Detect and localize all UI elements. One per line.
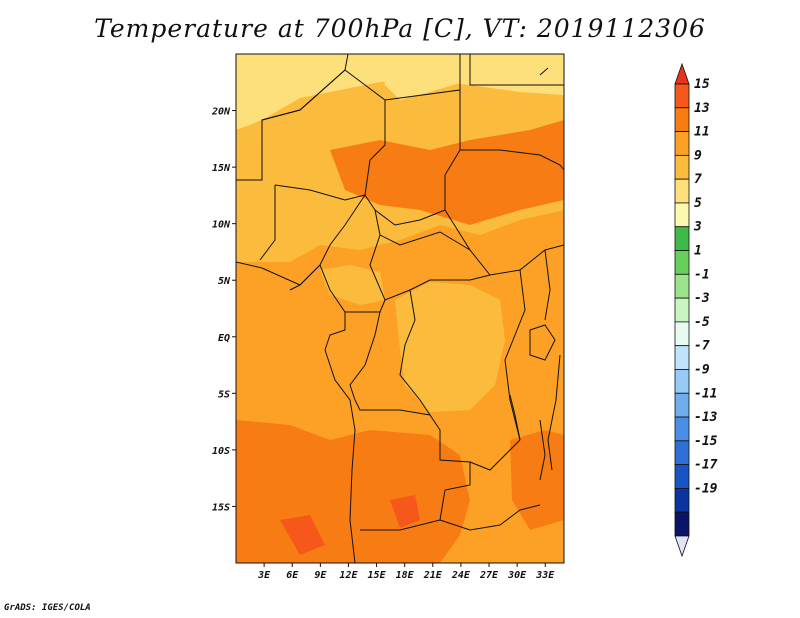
lon-tick-label: 18E — [396, 570, 415, 581]
border-drc-west — [399, 289, 431, 416]
lon-tick-label: 6E — [286, 570, 299, 581]
lon-tick-label: 24E — [451, 570, 471, 581]
border-kenya-uganda — [544, 249, 551, 321]
border-drc-east — [504, 269, 526, 441]
latitude-axis: 20N 15N 10N 5N EQ 5S 10S 15S — [211, 107, 236, 513]
border-egypt — [469, 54, 564, 86]
lake-malawi — [539, 419, 546, 481]
colorbar-label: 13 — [694, 101, 710, 116]
colorbar-swatch — [674, 511, 690, 537]
colorbar-bottom-arrow — [674, 535, 690, 558]
colorbar-swatch — [674, 131, 690, 156]
colorbar-label: -17 — [694, 458, 718, 473]
colorbar-swatch — [674, 297, 690, 323]
field-11-13-west — [400, 158, 435, 192]
longitude-axis: 3E 6E 9E 12E 15E 18E 21E 24E 27E 30E 33E — [257, 563, 555, 581]
colorbar-swatch — [674, 83, 690, 109]
colorbar-label: -1 — [694, 267, 710, 282]
field-7-9-congo — [395, 282, 505, 412]
border-car-north — [374, 209, 471, 251]
border-niger — [261, 69, 386, 201]
colorbar-swatch — [674, 488, 690, 513]
colorbar-label: 7 — [694, 172, 702, 187]
colorbar-label: -3 — [694, 291, 710, 306]
colorbar-swatch — [674, 202, 690, 228]
lon-tick-label: 27E — [479, 570, 499, 581]
border-zimbabwe — [439, 504, 541, 531]
lon-tick-label: 30E — [507, 570, 527, 581]
field-5-7-ne — [380, 54, 475, 100]
lat-tick-label: 15N — [212, 163, 231, 174]
lon-tick-label: 12E — [339, 570, 358, 581]
colorbar-label: 9 — [694, 148, 702, 163]
colorbar-label: 11 — [694, 125, 710, 140]
colorbar-swatch — [674, 345, 690, 370]
coast-gulf-of-guinea — [236, 261, 321, 286]
colorbar-swatch — [674, 107, 690, 132]
colorbar-label: -13 — [694, 410, 718, 425]
colorbar-label: 5 — [694, 196, 702, 211]
border-benin — [259, 185, 276, 261]
lon-tick-label: 9E — [314, 570, 327, 581]
colorbar-label: 15 — [694, 77, 710, 92]
border-gabon — [324, 312, 346, 351]
coast-red-sea — [539, 67, 549, 76]
lon-tick-label: 15E — [368, 570, 387, 581]
grads-credit: GrADS: IGES/COLA — [4, 603, 91, 613]
lat-tick-label: 5S — [218, 389, 230, 400]
colorbar-label: -11 — [694, 386, 717, 401]
colorbar-label: -5 — [694, 315, 710, 330]
border-south-sudan — [444, 209, 564, 276]
colorbar-swatch — [674, 178, 690, 204]
lat-tick-label: 10N — [212, 220, 231, 231]
lon-tick-label: 21E — [423, 570, 443, 581]
colorbar-label: 1 — [694, 244, 702, 259]
colorbar-label: 3 — [693, 220, 702, 235]
field-13-15-coast — [280, 515, 325, 555]
colorbar-swatch — [674, 273, 690, 299]
coast-east — [547, 354, 561, 471]
colorbar-swatch — [674, 321, 690, 347]
colorbar-label: -9 — [694, 362, 710, 377]
colorbar-top-arrow — [674, 62, 690, 85]
lon-tick-label: 33E — [535, 570, 555, 581]
lake-victoria — [529, 324, 556, 361]
colorbar-swatch — [674, 392, 690, 418]
coast-west — [324, 349, 356, 563]
lat-tick-label: 15S — [212, 502, 230, 513]
colorbar-label: -15 — [694, 434, 718, 449]
colorbar-swatch — [674, 154, 690, 180]
map-frame — [235, 53, 565, 564]
field-13-15-angola — [390, 495, 420, 528]
border-zambia — [469, 439, 521, 471]
lake-tanganyika — [509, 394, 521, 441]
lat-tick-label: EQ — [218, 333, 230, 344]
lat-tick-label: 20N — [211, 107, 231, 118]
border-nigeria-cameroon — [289, 194, 366, 291]
country-borders — [236, 54, 564, 563]
colorbar-swatch — [674, 226, 690, 251]
temperature-field — [236, 54, 564, 563]
colorbar-label: -7 — [694, 339, 710, 354]
lon-tick-label: 3E — [257, 570, 271, 581]
colorbar-swatch — [674, 440, 690, 466]
colorbar-swatch — [674, 464, 690, 489]
colorbar-swatch — [674, 250, 690, 275]
field-7-9-cameroon — [320, 265, 385, 305]
border-sudan — [460, 149, 564, 171]
colorbar: 15 13 11 9 7 5 3 1 -1 -3 -5 -7 -9 -11 -13 -15 -17 -19 — [674, 62, 718, 558]
lat-tick-label: 10S — [212, 446, 230, 457]
colorbar-label: -19 — [694, 481, 718, 496]
lat-tick-label: 5N — [218, 276, 231, 287]
border-congo — [349, 311, 381, 401]
colorbar-swatch — [674, 416, 690, 442]
field-5-7-north — [236, 54, 564, 130]
field-11-13-chad — [340, 150, 380, 178]
border-namibia — [360, 519, 441, 531]
map-title: Temperature at 700hPa [C], VT: 201911230… — [94, 14, 706, 43]
border-angola — [354, 399, 471, 521]
colorbar-swatch — [674, 369, 690, 394]
